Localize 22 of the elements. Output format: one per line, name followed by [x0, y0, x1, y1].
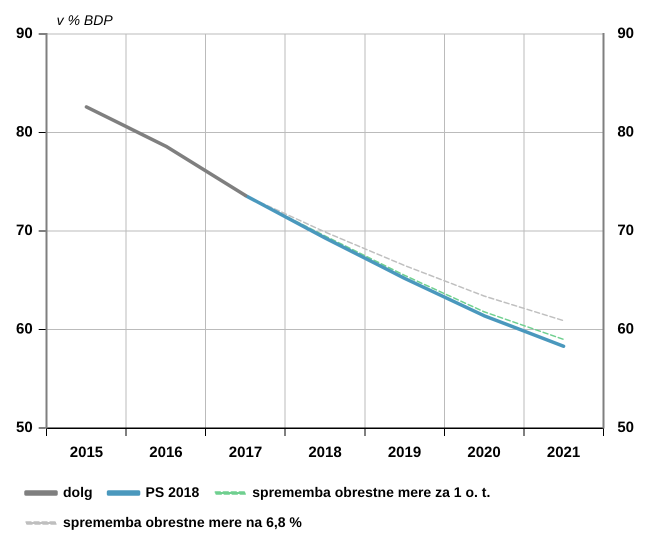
- x-tick-label: 2016: [149, 444, 183, 462]
- y-tick-label: 50: [16, 419, 33, 436]
- y2-tick-label: 70: [617, 222, 634, 240]
- y2-tick-label: 80: [617, 124, 634, 141]
- y2-tick-label: 60: [617, 320, 634, 338]
- y2-tick-label: 90: [617, 25, 634, 42]
- legend-label: dolg: [63, 484, 93, 500]
- x-tick-label: 2018: [308, 444, 342, 462]
- y-tick-label: 60: [16, 320, 33, 338]
- y-tick-label: 80: [16, 124, 33, 141]
- x-tick-label: 2017: [228, 444, 262, 462]
- y-tick-label: 90: [16, 25, 33, 42]
- y-tick-label: 70: [16, 222, 33, 240]
- y-axis-title: v % BDP: [56, 12, 114, 28]
- x-tick-label: 2015: [70, 444, 104, 462]
- legend-label: sprememba obrestne mere na 6,8 %: [63, 514, 302, 530]
- y2-tick-label: 50: [617, 419, 634, 436]
- x-tick-label: 2020: [467, 444, 501, 462]
- x-tick-label: 2021: [546, 444, 580, 462]
- legend-label: PS 2018: [146, 484, 200, 500]
- x-tick-label: 2019: [388, 444, 422, 462]
- legend-label: sprememba obrestne mere za 1 o. t.: [252, 484, 490, 500]
